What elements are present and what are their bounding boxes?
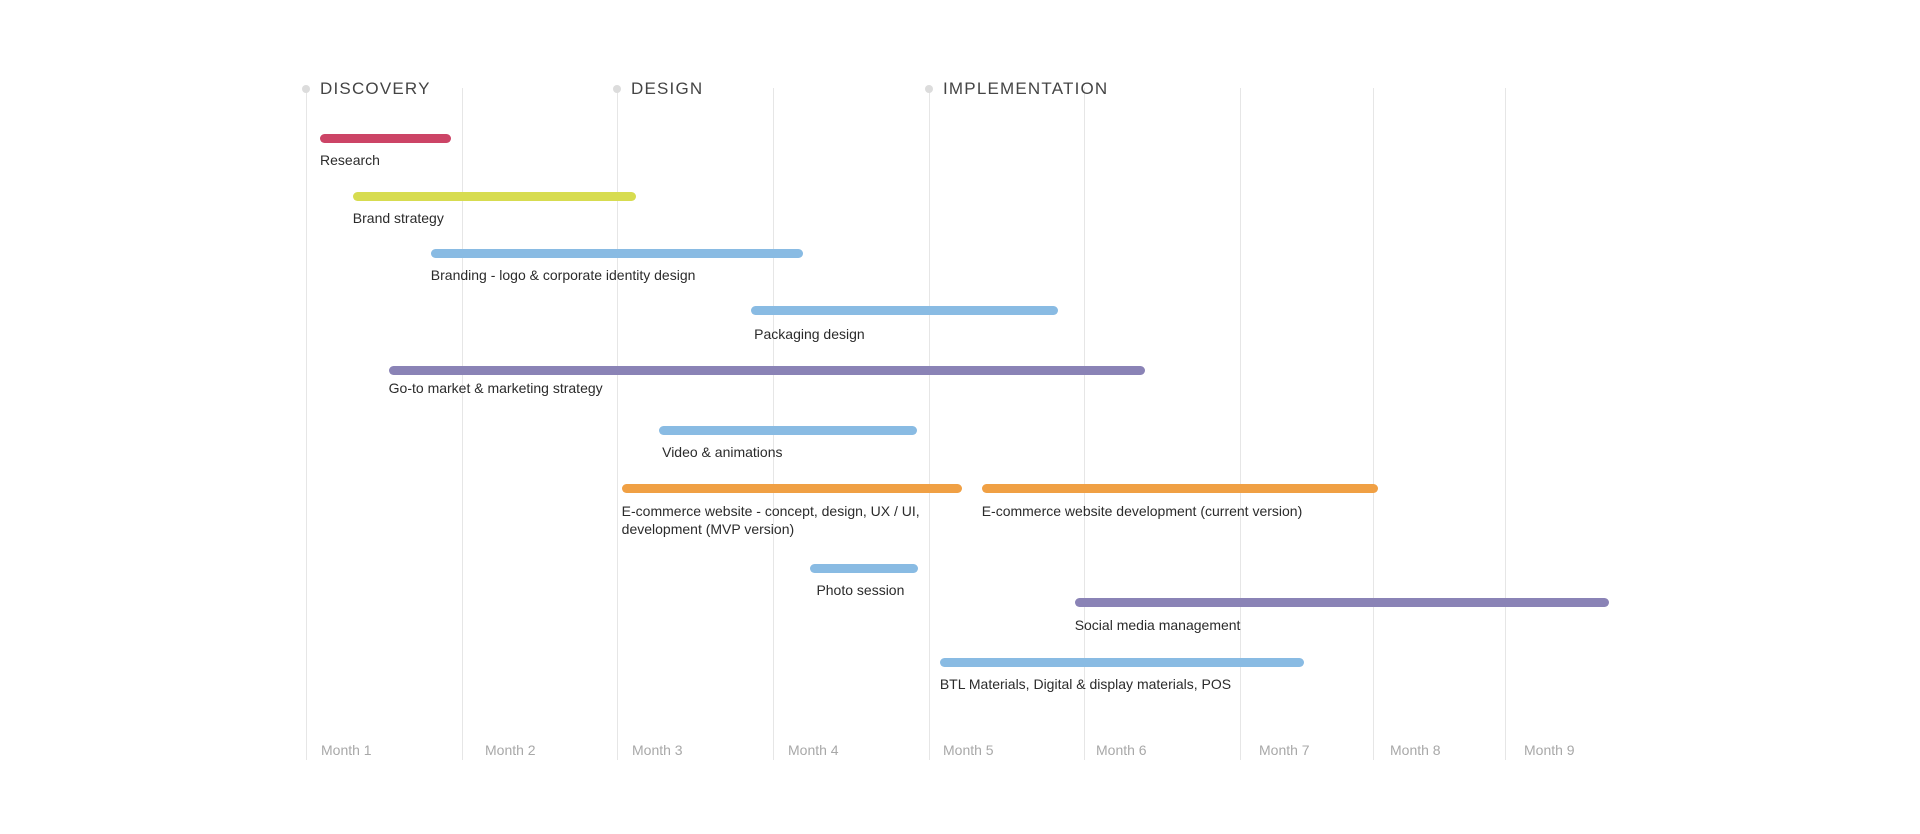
month-label: Month 3 (632, 742, 683, 758)
task-bar (810, 564, 919, 573)
task-bar (659, 426, 917, 435)
task-bar (1074, 598, 1609, 607)
gridline (1505, 88, 1506, 760)
phase-dot-icon (302, 85, 310, 93)
task-label: Brand strategy (352, 210, 444, 226)
task-bar (751, 306, 1058, 315)
month-label: Month 8 (1390, 742, 1441, 758)
gridline (306, 88, 307, 760)
gridline (773, 88, 774, 760)
month-label: Month 7 (1259, 742, 1310, 758)
phase-header: DISCOVERY (302, 78, 431, 100)
gridline (929, 88, 930, 760)
task-bar (621, 484, 962, 493)
task-bar (939, 658, 1304, 667)
phase-dot-icon (925, 85, 933, 93)
task-label: Go-to market & marketing strategy (388, 380, 603, 396)
task-label: BTL Materials, Digital & display materia… (939, 676, 1232, 692)
month-label: Month 1 (321, 742, 372, 758)
phase-dot-icon (613, 85, 621, 93)
phase-label: DISCOVERY (320, 79, 431, 98)
task-label: Research (320, 152, 380, 168)
gridline (1084, 88, 1085, 760)
task-label: Video & animations (662, 444, 783, 460)
task-bar (981, 484, 1379, 493)
task-bar (430, 249, 803, 258)
phase-header: IMPLEMENTATION (925, 78, 1109, 100)
phase-label: IMPLEMENTATION (943, 79, 1109, 98)
task-label: Photo session (816, 582, 905, 598)
phase-label: DESIGN (631, 79, 704, 98)
task-bar (320, 134, 452, 143)
task-label: Branding - logo & corporate identity des… (430, 267, 696, 283)
task-label: E-commerce website - concept, design, UX… (621, 503, 920, 537)
month-label: Month 4 (788, 742, 839, 758)
task-bar (388, 366, 1145, 375)
month-label: Month 5 (943, 742, 994, 758)
gridline (462, 88, 463, 760)
task-label: E-commerce website development (current … (981, 503, 1303, 519)
task-label: Social media management (1074, 617, 1241, 633)
phase-header: DESIGN (613, 78, 704, 100)
month-label: Month 6 (1096, 742, 1147, 758)
task-label: Packaging design (754, 326, 865, 342)
month-label: Month 2 (485, 742, 536, 758)
task-bar (352, 192, 636, 201)
gridline (1240, 88, 1241, 760)
gridline (617, 88, 618, 760)
month-label: Month 9 (1524, 742, 1575, 758)
gridline (1373, 88, 1374, 760)
